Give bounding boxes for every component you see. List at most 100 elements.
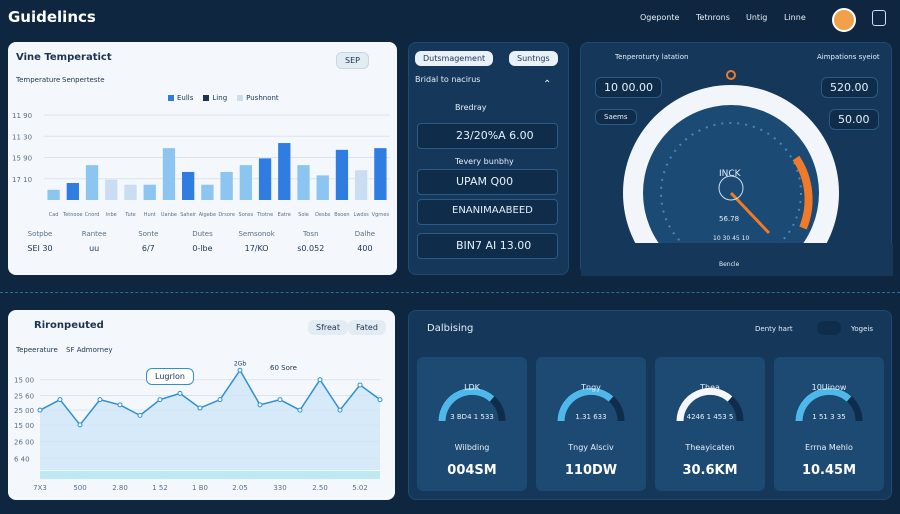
stat: Dalhe 400 bbox=[341, 230, 389, 268]
row: Tevery bunbhy bbox=[417, 151, 558, 175]
app-title: Guidelincs bbox=[8, 8, 96, 26]
stat: Rantee uu bbox=[70, 230, 118, 268]
x-tick-label: 7X3 bbox=[33, 484, 47, 492]
y-tick-label: 26 00 bbox=[14, 439, 34, 447]
gauge-scale: 10 30 45 10 bbox=[713, 235, 750, 242]
card: Thea 4246 1 453 5 Theayicaten 30.6KM bbox=[655, 357, 765, 491]
gauge-mask bbox=[581, 243, 893, 276]
row-text: 23/20%A 6.00 bbox=[456, 129, 534, 142]
point bbox=[57, 397, 63, 403]
y-tick-label: 6 40 bbox=[14, 455, 30, 463]
legend-item: Ling bbox=[203, 94, 227, 102]
stat: Sotpbe SEI 30 bbox=[16, 230, 64, 268]
stat-label: Rantee bbox=[81, 230, 107, 238]
legend-label: Eulls bbox=[177, 94, 194, 102]
bar bbox=[335, 149, 349, 200]
card-gauge bbox=[676, 387, 744, 422]
row: ENANIMAABEED bbox=[417, 199, 558, 225]
chevron[interactable]: ⌃ bbox=[543, 79, 552, 90]
line bbox=[39, 368, 381, 427]
toggle-label: Yogeis bbox=[851, 325, 873, 333]
indicator bbox=[726, 70, 736, 80]
gauge-caption: Bencle bbox=[719, 261, 740, 268]
x-tick-label: Ttotne bbox=[256, 212, 273, 218]
x-tick-label: Cad bbox=[49, 212, 59, 218]
filter[interactable]: Denty hart bbox=[755, 325, 793, 333]
button[interactable]: SEP bbox=[336, 52, 369, 69]
x-tick-label: Hunt bbox=[144, 212, 156, 218]
button[interactable]: Fated bbox=[348, 320, 386, 335]
stat-label: Dalhe bbox=[354, 230, 376, 238]
point bbox=[377, 397, 383, 403]
gauge-dial bbox=[643, 105, 819, 276]
gauge-needle bbox=[729, 191, 771, 235]
panel-title: Dalbising bbox=[427, 323, 474, 334]
value-box: Saems bbox=[595, 109, 637, 125]
point bbox=[237, 367, 243, 373]
point bbox=[357, 382, 363, 388]
line-chart: 6 40 26 00 15 00 25 00 25 60 15 00 7X3 500 2.80 1… bbox=[14, 360, 383, 492]
bar-chart: 17 10 15 90 11 30 11 90 Cad Tetnooe Cnord Inbe T… bbox=[12, 112, 390, 218]
settings-icon[interactable] bbox=[872, 10, 886, 26]
toggle[interactable] bbox=[817, 321, 841, 335]
gauge-fill bbox=[557, 387, 614, 422]
x-tick-label: Vgrnes bbox=[372, 212, 390, 218]
button[interactable]: Sfreat bbox=[308, 320, 348, 335]
x-tick-label: 500 bbox=[73, 484, 86, 492]
card-label: Theayicaten bbox=[685, 443, 735, 452]
card-value: 110DW bbox=[564, 463, 618, 478]
card-label: Wilbding bbox=[454, 443, 490, 452]
legend-swatch bbox=[237, 95, 244, 101]
value-box: 10 00.00 bbox=[595, 77, 662, 98]
point bbox=[217, 397, 223, 403]
x-tick-label: Tetnooe bbox=[62, 212, 83, 218]
x-tick-label: Inbe bbox=[106, 212, 117, 218]
card-value: 30.6KM bbox=[682, 463, 738, 478]
point bbox=[77, 422, 83, 428]
gauge-panel: Tenperoturty latation Aimpations syeiot … bbox=[580, 42, 893, 276]
x-tick-label: Cnord bbox=[85, 212, 100, 218]
nav-link[interactable]: Tetnrons bbox=[696, 13, 730, 22]
legend-item: Pushnont bbox=[237, 94, 279, 102]
card-sub: 1 51 3 35 bbox=[812, 413, 846, 421]
bar bbox=[162, 148, 176, 200]
avatar[interactable] bbox=[832, 8, 856, 32]
tab[interactable]: Temperature bbox=[16, 76, 61, 84]
card-gauge-label: Tngy bbox=[581, 383, 601, 392]
x-tick-label: Uanbe bbox=[161, 212, 177, 218]
stat-value: uu bbox=[89, 244, 100, 253]
card-gauge-label: LDK bbox=[464, 383, 480, 392]
nav-link[interactable]: Ogeponte bbox=[640, 13, 680, 22]
panel-title: Aimpations syeiot bbox=[817, 53, 880, 61]
x-tick-label: 2.80 bbox=[112, 484, 128, 492]
card-value: 004SM bbox=[447, 463, 497, 478]
tab[interactable]: Senperteste bbox=[62, 76, 105, 84]
y-tick-label: 15 00 bbox=[14, 377, 34, 385]
nav-link[interactable]: Untig bbox=[746, 13, 768, 22]
row: Bredray bbox=[417, 97, 558, 121]
button[interactable]: Dutsmagement bbox=[415, 51, 494, 66]
x-tick-label: 2.50 bbox=[312, 484, 328, 492]
nav-link[interactable]: Linne bbox=[784, 13, 806, 22]
legend-swatch bbox=[168, 95, 174, 101]
legend-swatch bbox=[203, 95, 210, 101]
card-value: 10.45M bbox=[801, 463, 857, 478]
stat-value: 0-lbe bbox=[192, 244, 213, 253]
legend-label: Ling bbox=[212, 94, 228, 102]
button[interactable]: Suntngs bbox=[509, 51, 558, 66]
tab[interactable]: SF Admorney bbox=[66, 346, 113, 354]
stat-value: s0.052 bbox=[297, 244, 325, 253]
point bbox=[257, 402, 263, 408]
tab[interactable]: Tepeerature bbox=[16, 346, 58, 354]
y-tick-label: 15 00 bbox=[14, 422, 34, 430]
x-tick-label: Sole bbox=[298, 212, 309, 218]
bar bbox=[297, 165, 310, 200]
bar bbox=[316, 175, 329, 200]
gauge-value: 56.78 bbox=[719, 215, 740, 223]
area bbox=[40, 370, 380, 470]
point bbox=[97, 397, 103, 403]
bar bbox=[201, 184, 214, 200]
stat: Dutes 0-lbe bbox=[178, 230, 226, 268]
panel-title: Vine Temperatict bbox=[16, 52, 112, 63]
